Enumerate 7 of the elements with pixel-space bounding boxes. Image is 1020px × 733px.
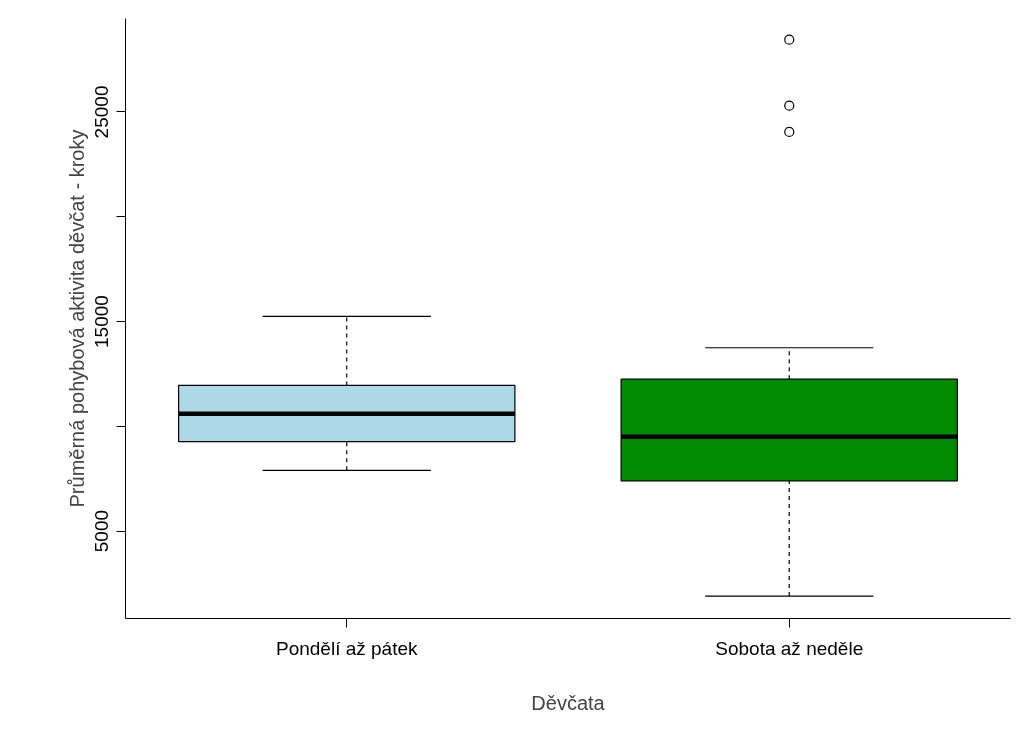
y-axis-title: Průměrná pohybová aktivita děvčat - kroky — [65, 129, 88, 508]
y-tick-label: 15000 — [91, 295, 113, 348]
x-tick-label: Sobota až neděle — [715, 637, 864, 659]
y-tick-label: 25000 — [91, 85, 113, 139]
y-tick-label: 5000 — [91, 509, 113, 553]
x-tick-label: Pondělí až pátek — [275, 637, 419, 659]
x-axis-title: Děvčata — [531, 691, 606, 714]
